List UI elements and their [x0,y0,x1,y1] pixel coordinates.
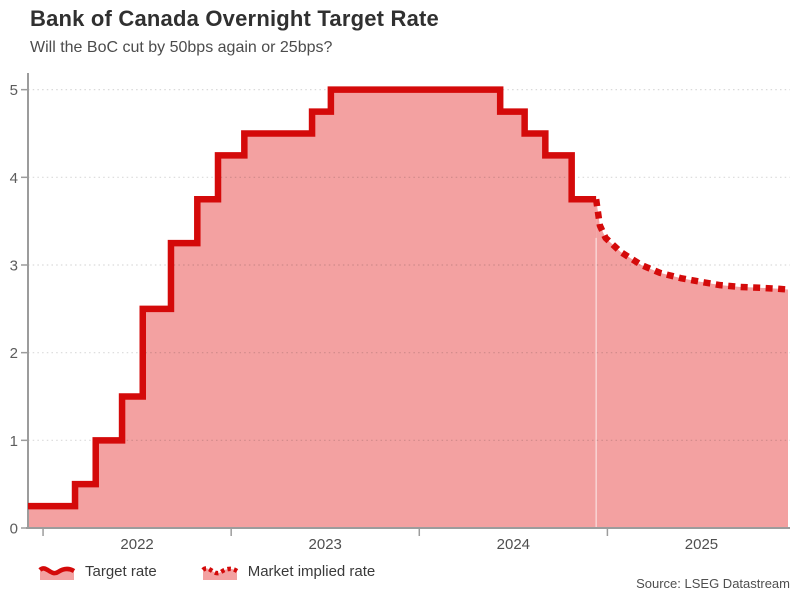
legend: Target rate Market implied rate [38,558,375,584]
x-tick-label: 2022 [120,536,153,553]
y-tick-label: 3 [10,257,18,274]
y-tick-label: 2 [10,345,18,362]
y-tick-label: 5 [10,82,18,99]
target-rate-solid-swatch-icon [38,566,76,580]
market-implied-area [596,199,788,528]
source-credit: Source: LSEG Datastream [636,576,790,591]
target-rate-line [28,86,597,510]
market-implied-dotted-swatch-icon [201,566,238,580]
y-tick-label: 0 [10,521,18,538]
legend-item-market-implied-rate: Market implied rate [201,561,376,581]
y-tick-label: 4 [10,170,18,187]
chart-title: Bank of Canada Overnight Target Rate [30,6,439,31]
target-rate-area [28,89,597,528]
legend-label-target-rate: Target rate [85,562,157,580]
legend-label-market-implied-rate: Market implied rate [247,562,376,580]
x-tick-label: 2025 [685,536,718,553]
market-implied-rate-line [592,198,789,293]
x-tick-label: 2024 [497,536,530,553]
x-tick-label: 2023 [309,536,342,553]
chart-subtitle: Will the BoC cut by 50bps again or 25bps… [30,39,333,56]
y-tick-label: 1 [10,433,18,450]
legend-item-target-rate: Target rate [38,561,157,581]
